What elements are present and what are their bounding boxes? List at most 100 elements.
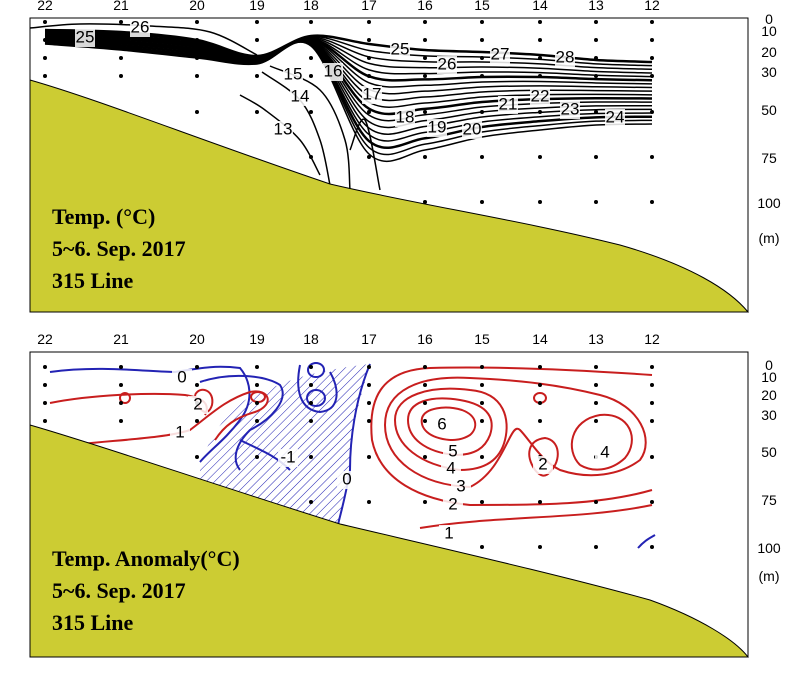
contour-line (199, 374, 284, 471)
contour-label: 26 (131, 17, 150, 36)
station-label: 13 (588, 331, 604, 347)
station-label: 16 (417, 331, 433, 347)
station-sample (309, 365, 313, 369)
label-backdrop (75, 29, 95, 47)
label-backdrop (130, 19, 150, 37)
station-sample (367, 20, 371, 24)
depth-label: 20 (761, 387, 777, 403)
station-sample (195, 20, 199, 24)
contour-label: 21 (499, 94, 518, 113)
label-backdrop (278, 449, 298, 467)
station-sample (367, 455, 371, 459)
label-backdrop (273, 121, 293, 139)
contour-label: 14 (291, 86, 310, 105)
caption-section: 315 Line (52, 610, 134, 635)
contour-line (44, 41, 653, 163)
station-label: 17 (361, 331, 377, 347)
contour-line (44, 31, 653, 74)
station-label: 19 (249, 331, 265, 347)
station-label: 18 (303, 0, 319, 13)
station-sample (255, 401, 259, 405)
station-sample (43, 419, 47, 423)
station-sample (309, 500, 313, 504)
label-backdrop (432, 416, 452, 434)
station-sample (43, 74, 47, 78)
label-backdrop (462, 121, 482, 139)
station-sample (423, 110, 427, 114)
station-label: 17 (361, 0, 377, 13)
station-sample (423, 38, 427, 42)
station-sample (594, 56, 598, 60)
station-sample (367, 110, 371, 114)
depth-label: 10 (761, 369, 777, 385)
contour-line (44, 41, 653, 156)
station-sample (309, 419, 313, 423)
station-sample (367, 419, 371, 423)
station-sample (309, 38, 313, 42)
station-sample (594, 38, 598, 42)
label-backdrop (560, 101, 580, 119)
station-label: 21 (113, 0, 129, 13)
station-sample (255, 56, 259, 60)
contour-label: 25 (391, 39, 410, 58)
contour-line (337, 363, 371, 526)
station-sample (367, 401, 371, 405)
label-backdrop (439, 525, 459, 543)
station-sample (594, 365, 598, 369)
station-sample (255, 110, 259, 114)
contour-label: 20 (463, 119, 482, 138)
station-sample (423, 20, 427, 24)
contour-label: 5 (448, 441, 457, 460)
station-sample (423, 401, 427, 405)
contour-line (570, 413, 633, 471)
contour-line (420, 406, 477, 441)
caption-title: Temp. Anomaly(°C) (52, 546, 240, 571)
depth-label: 50 (761, 102, 777, 118)
station-sample (650, 545, 654, 549)
station-sample (538, 110, 542, 114)
station-sample (594, 155, 598, 159)
contour-line (44, 35, 653, 95)
label-backdrop (172, 369, 192, 387)
caption-title: Temp. (°C) (52, 204, 155, 229)
contour-line (383, 376, 647, 488)
station-sample (650, 419, 654, 423)
station-sample (309, 401, 313, 405)
station-sample (309, 110, 313, 114)
label-backdrop (490, 46, 510, 64)
station-sample (367, 74, 371, 78)
label-backdrop (555, 49, 575, 67)
station-label: 20 (189, 331, 205, 347)
station-sample (423, 74, 427, 78)
contour-line (49, 390, 269, 449)
station-label: 21 (113, 331, 129, 347)
station-sample (650, 74, 654, 78)
station-sample (309, 455, 313, 459)
station-label: 12 (644, 0, 660, 13)
station-sample (480, 500, 484, 504)
depth-label: 30 (761, 407, 777, 423)
station-sample (480, 401, 484, 405)
seabed (29, 79, 750, 313)
station-sample (538, 545, 542, 549)
station-sample (367, 155, 371, 159)
station-sample (650, 38, 654, 42)
station-sample (538, 74, 542, 78)
station-sample (119, 365, 123, 369)
contour-label: 19 (428, 117, 447, 136)
label-backdrop (395, 109, 415, 127)
station-label: 15 (474, 0, 490, 13)
station-sample (480, 20, 484, 24)
station-sample (594, 20, 598, 24)
depth-label: 50 (761, 444, 777, 460)
contour-line (349, 118, 381, 191)
contour-label: 22 (531, 86, 550, 105)
contour-label: 15 (284, 64, 303, 83)
contour-label: 1 (175, 422, 184, 441)
contour-label: 1 (444, 523, 453, 542)
contour-label: 27 (491, 44, 510, 63)
depth-label: 75 (761, 150, 777, 166)
depth-label: 10 (761, 23, 777, 39)
temperature-contours (30, 20, 654, 204)
